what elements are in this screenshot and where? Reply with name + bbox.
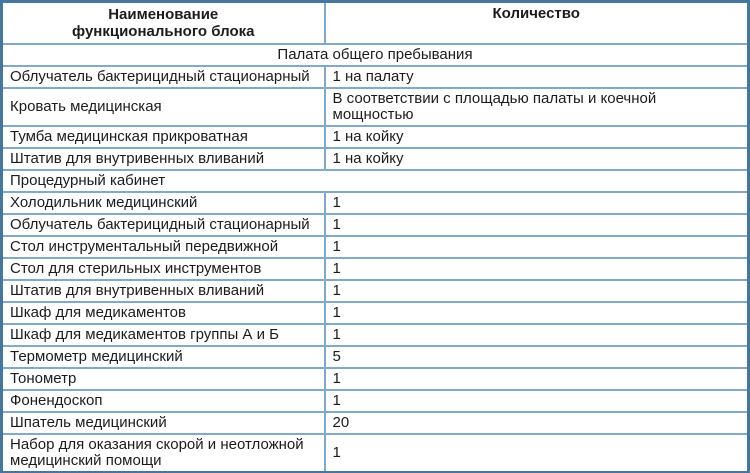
item-name-cell: Облучатель бактерицидный стационарный [0, 213, 326, 237]
item-name-cell: Фонендоскоп [0, 389, 326, 413]
table-row: Термометр медицинский 5 [0, 345, 750, 369]
table-row: Тонометр 1 [0, 367, 750, 391]
table-row: Штатив для внутривенных вливаний 1 [0, 279, 750, 303]
item-qty-cell: 1 [323, 367, 750, 391]
table-row: Тумба медицинская прикроватная 1 на койку [0, 125, 750, 149]
item-name-cell: Шпатель медицинский [0, 411, 326, 435]
table-row: Шкаф для медикаментов 1 [0, 301, 750, 325]
item-qty-cell: 1 [323, 191, 750, 215]
item-qty-cell: 1 [323, 235, 750, 259]
column-header-name: Наименование функционального блока [0, 0, 326, 45]
table-row: Холодильник медицинский 1 [0, 191, 750, 215]
section-label: Палата общего пребывания [0, 43, 750, 67]
table-row: Набор для оказания скорой и неотложной м… [0, 433, 750, 473]
item-name-cell: Облучатель бактерицидный стационарный [0, 65, 326, 89]
section-label: Процедурный кабинет [0, 169, 750, 193]
item-qty-cell: 1 [323, 323, 750, 347]
table-row: Стол инструментальный передвижной 1 [0, 235, 750, 259]
item-name-cell: Стол для стерильных инструментов [0, 257, 326, 281]
item-qty-cell: 1 [323, 279, 750, 303]
item-qty-cell: В соответствии с площадью палаты и коечн… [323, 87, 750, 127]
item-qty-cell: 1 на койку [323, 125, 750, 149]
item-qty-cell: 1 на палату [323, 65, 750, 89]
section-row: Палата общего пребывания [0, 43, 750, 67]
column-header-name-line1: Наименование [108, 6, 219, 23]
header-row: Наименование функционального блока Колич… [0, 0, 750, 45]
table-row: Кровать медицинская В соответствии с площ… [0, 87, 750, 127]
table-row: Фонендоскоп 1 [0, 389, 750, 413]
item-name-cell: Набор для оказания скорой и неотложной м… [0, 433, 326, 473]
item-name-cell: Штатив для внутривенных вливаний [0, 147, 326, 171]
item-name-cell: Стол инструментальный передвижной [0, 235, 326, 259]
item-name-cell: Тумба медицинская прикроватная [0, 125, 326, 149]
item-qty-cell: 20 [323, 411, 750, 435]
column-header-qty: Количество [323, 0, 750, 45]
item-name-cell: Тонометр [0, 367, 326, 391]
item-name-cell: Кровать медицинская [0, 87, 326, 127]
table-row: Облучатель бактерицидный стационарный 1 н… [0, 65, 750, 89]
table-row: Стол для стерильных инструментов 1 [0, 257, 750, 281]
item-qty-cell: 1 [323, 213, 750, 237]
item-qty-cell: 1 [323, 301, 750, 325]
item-qty-cell: 1 [323, 389, 750, 413]
item-name-cell: Холодильник медицинский [0, 191, 326, 215]
column-header-name-line2: функционального блока [72, 23, 255, 40]
table-head: Наименование функционального блока Колич… [0, 0, 750, 45]
item-name-cell: Штатив для внутривенных вливаний [0, 279, 326, 303]
table-body: Палата общего пребывания Облучатель бакте… [0, 43, 750, 473]
table-row: Штатив для внутривенных вливаний 1 на кой… [0, 147, 750, 171]
item-name-cell: Термометр медицинский [0, 345, 326, 369]
item-name-cell: Шкаф для медикаментов группы А и Б [0, 323, 326, 347]
section-row: Процедурный кабинет [0, 169, 750, 193]
item-qty-cell: 1 [323, 257, 750, 281]
table-row: Облучатель бактерицидный стационарный 1 [0, 213, 750, 237]
item-qty-cell: 5 [323, 345, 750, 369]
item-qty-cell: 1 [323, 433, 750, 473]
item-name-cell: Шкаф для медикаментов [0, 301, 326, 325]
item-qty-cell: 1 на койку [323, 147, 750, 171]
table-row: Шпатель медицинский 20 [0, 411, 750, 435]
